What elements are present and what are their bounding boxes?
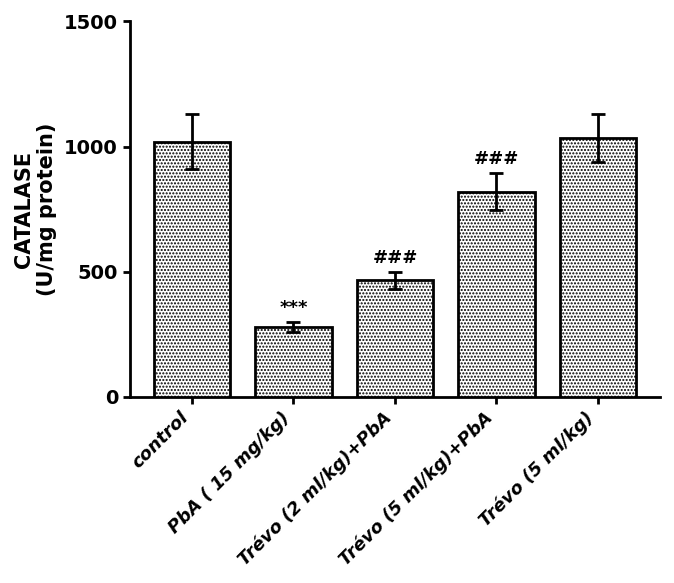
Bar [154,142,230,397]
Bar [458,192,534,397]
Y-axis label: CATALASE
(U/mg protein): CATALASE (U/mg protein) [14,122,57,296]
Text: ***: *** [279,298,308,317]
Text: ###: ### [474,150,519,168]
Bar [357,280,433,397]
Text: ###: ### [372,249,418,266]
Bar [560,138,636,397]
Bar [255,326,332,397]
